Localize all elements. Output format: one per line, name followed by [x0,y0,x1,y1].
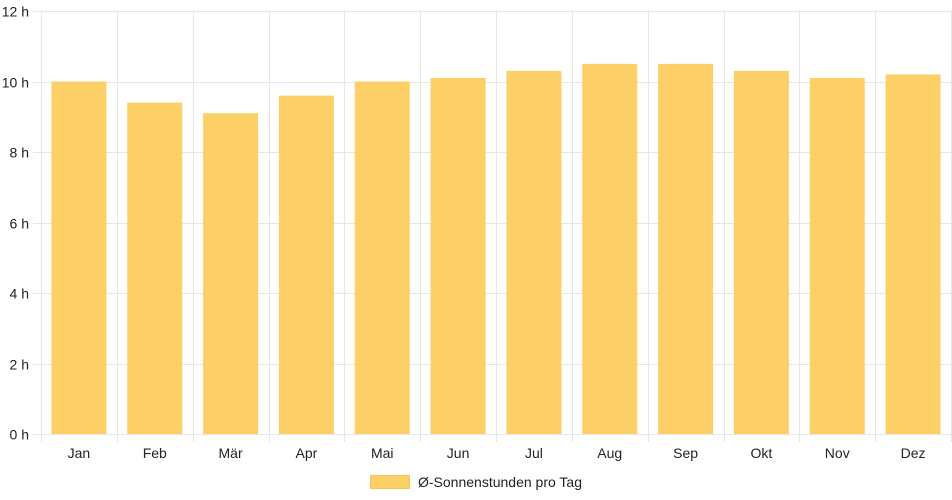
legend: Ø-Sonnenstunden pro Tag [0,471,952,493]
legend-swatch [370,475,410,489]
legend-label: Ø-Sonnenstunden pro Tag [418,474,582,490]
bar [203,113,259,434]
bar [51,81,107,434]
bar [127,102,183,435]
y-tick-label: 8 h [10,145,29,161]
x-tick-label: Sep [673,445,698,461]
bar [430,77,486,434]
bar [506,70,562,435]
x-tick-label: Mai [371,445,394,461]
x-tick-label: Jan [68,445,91,461]
bar [354,81,410,434]
y-tick-label: 0 h [10,427,29,443]
x-tick-label: Aug [597,445,622,461]
bar-chart: 0 h 2 h 4 h 6 h 8 h 10 h 12 h Jan Feb Mär Apr Mai Ju… [2,4,952,461]
y-tick-label: 10 h [2,75,29,91]
x-tick-label: Jun [447,445,470,461]
x-tick-label: Nov [825,445,850,461]
x-tick-label: Apr [296,445,318,461]
x-tick-label: Mär [219,445,243,461]
bar [885,74,941,434]
y-tick-label: 6 h [10,216,29,232]
bar [582,63,638,434]
x-tick-label: Jul [525,445,543,461]
bar [278,95,334,434]
x-tick-label: Dez [901,445,926,461]
bar [733,70,789,435]
bar [809,77,865,434]
y-tick-label: 12 h [2,4,29,20]
x-tick-label: Okt [751,445,773,461]
bar [658,63,714,434]
x-tick-label: Feb [143,445,167,461]
y-tick-label: 2 h [10,357,29,373]
y-tick-label: 4 h [10,286,29,302]
